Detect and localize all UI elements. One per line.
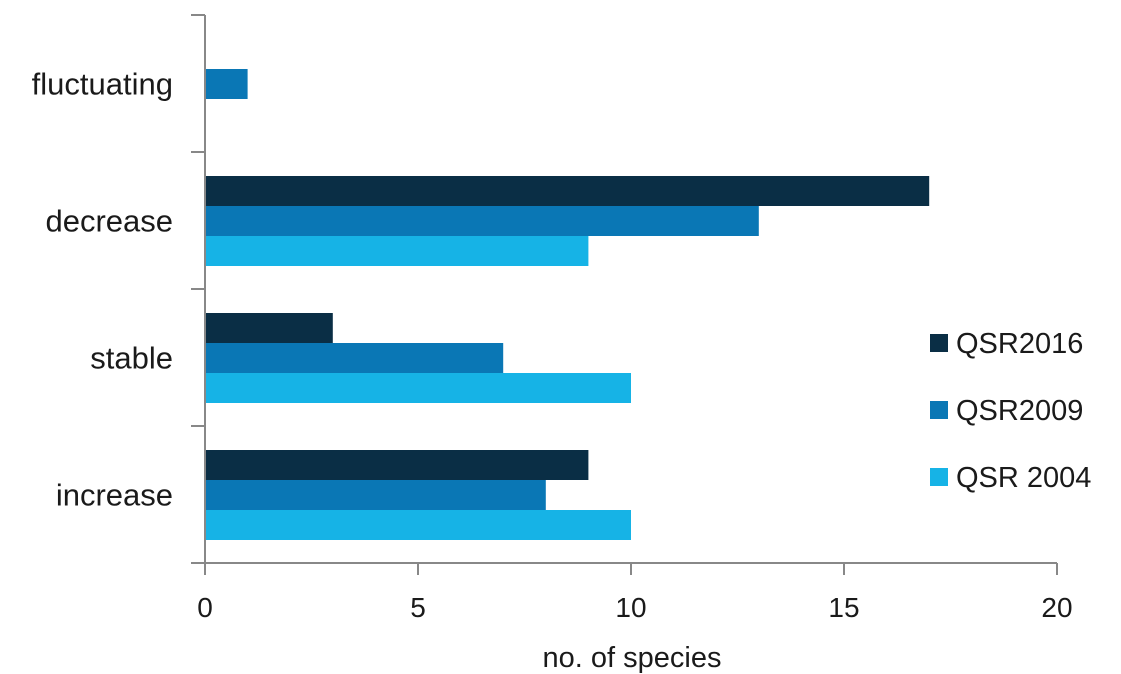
legend-label: QSR 2004 — [956, 462, 1091, 494]
bar-increase-qsr2009 — [205, 480, 546, 510]
x-tick-label: 15 — [828, 592, 859, 623]
bar-decrease-qsr2016 — [205, 176, 930, 206]
bar-stable-qsr2009 — [205, 343, 504, 373]
legend-label: QSR2009 — [956, 395, 1083, 427]
legend-swatch-qsr2016 — [930, 334, 948, 352]
bar-increase-qsr2004 — [205, 510, 631, 540]
bar-decrease-qsr2009 — [205, 206, 759, 236]
category-label-fluctuating: fluctuating — [32, 67, 173, 102]
x-tick-label: 5 — [410, 592, 426, 623]
bar-decrease-qsr2004 — [205, 236, 589, 266]
legend-swatch-qsr2004 — [930, 468, 948, 486]
category-label-stable: stable — [90, 341, 173, 376]
x-tick-labels: 0 5 10 15 20 — [197, 592, 1072, 623]
bar-stable-qsr2004 — [205, 373, 631, 403]
category-label-decrease: decrease — [45, 204, 173, 239]
bar-stable-qsr2016 — [205, 313, 333, 343]
bar-fluctuating-qsr2009 — [205, 69, 248, 99]
x-tick-label: 20 — [1041, 592, 1072, 623]
x-axis-title: no. of species — [543, 642, 722, 674]
axes-group — [191, 14, 1058, 575]
legend-swatch-qsr2009 — [930, 401, 948, 419]
category-labels: increase stable decrease fluctuating — [32, 67, 173, 513]
category-label-increase: increase — [56, 478, 173, 513]
x-tick-label: 0 — [197, 592, 213, 623]
legend: QSR2016 QSR2009 QSR 2004 — [930, 328, 1091, 494]
x-tick-label: 10 — [615, 592, 646, 623]
legend-label: QSR2016 — [956, 328, 1083, 360]
bars-group — [205, 69, 930, 540]
bar-increase-qsr2016 — [205, 450, 589, 480]
